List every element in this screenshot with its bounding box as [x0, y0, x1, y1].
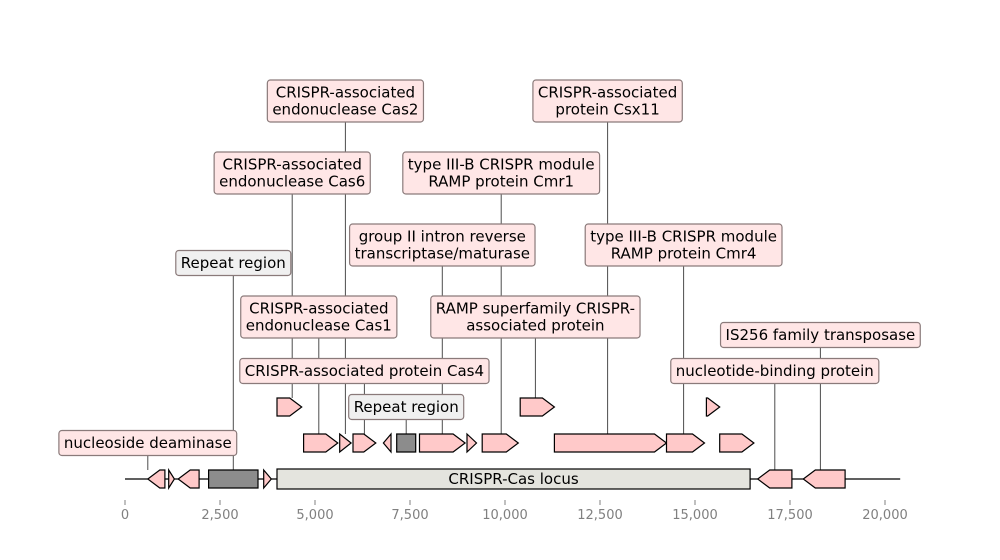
- label-text-line: RAMP protein Cmr4: [611, 245, 757, 263]
- label-box: [175, 249, 292, 277]
- gene-feature: [276, 397, 303, 417]
- label-box: [348, 223, 536, 267]
- axis-tick-label: 0: [121, 508, 129, 523]
- axis-tick-label: 20,000: [862, 508, 908, 523]
- gene-feature: [303, 433, 339, 453]
- gene-feature: [263, 468, 273, 490]
- label-text-line: RAMP superfamily CRISPR-: [436, 300, 635, 318]
- label-box: [430, 295, 641, 339]
- label-text-line: Repeat region: [181, 254, 286, 272]
- label-box: [670, 357, 880, 385]
- label-box: [240, 295, 398, 339]
- gene-feature: [553, 433, 668, 453]
- gene-feature: [705, 397, 721, 417]
- gene-feature: [756, 469, 793, 489]
- locus-box: [276, 468, 751, 490]
- feature-labels: nucleoside deaminase Repeat region CRISPR-…: [58, 79, 921, 457]
- crispr-cas-locus: CRISPR-Cas locus: [276, 468, 751, 490]
- label-text-line: IS256 family transposase: [726, 326, 916, 344]
- label-text-line: group II intron reverse: [359, 228, 526, 246]
- gene-feature: [352, 433, 377, 453]
- label-box: [532, 79, 683, 123]
- label-text-line: transcriptase/maturase: [355, 245, 530, 263]
- label-text-line: type III-B CRISPR module: [408, 156, 595, 174]
- repeat-region-feature: [396, 433, 417, 453]
- gene-feature: [146, 469, 166, 489]
- label-text-line: endonuclease Cas2: [272, 101, 418, 119]
- label-text-line: CRISPR-associated: [223, 156, 362, 174]
- label-box: [402, 151, 601, 195]
- gene-feature: [177, 469, 200, 489]
- label-text-line: CRISPR-associated protein Cas4: [245, 362, 484, 380]
- axis-tick-label: 15,000: [672, 508, 718, 523]
- gene-label: nucleoside deaminase: [58, 429, 238, 457]
- gene-feature: [665, 433, 706, 453]
- label-text-line: type III-B CRISPR module: [590, 228, 777, 246]
- label-text-line: CRISPR-associated: [276, 84, 415, 102]
- gene-feature: [339, 432, 353, 454]
- label-box: [348, 393, 465, 421]
- axis-tick-label: 12,500: [577, 508, 623, 523]
- label-box: [213, 151, 371, 195]
- label-text-line: endonuclease Cas1: [246, 317, 392, 335]
- label-box: [266, 79, 425, 123]
- gene-feature: [719, 433, 755, 453]
- gene-label: RAMP superfamily CRISPR-associated prote…: [430, 295, 641, 339]
- repeat-label: Repeat region: [348, 393, 465, 421]
- label-text-line: protein Csx11: [555, 101, 659, 119]
- label-text-line: nucleoside deaminase: [64, 434, 232, 452]
- gene-label: nucleotide-binding protein: [670, 357, 880, 385]
- gene-feature: [168, 467, 176, 491]
- label-text-line: RAMP protein Cmr1: [428, 173, 574, 191]
- axis-tick-label: 7,500: [391, 508, 428, 523]
- axis-tick-label: 5,000: [296, 508, 333, 523]
- gene-feature: [481, 433, 520, 453]
- gene-feature: [519, 397, 556, 417]
- feature-track: [146, 397, 846, 491]
- gene-label: IS256 family transposase: [719, 321, 921, 349]
- label-box: [584, 223, 783, 267]
- label-box: [719, 321, 921, 349]
- position-axis: 0 2,500 5,000 7,500 10,000 12,500 15,000 17,500…: [121, 500, 908, 523]
- gene-feature: [802, 469, 846, 489]
- gene-label: CRISPR-associated protein Cas4: [239, 357, 490, 385]
- label-text-line: Repeat region: [354, 398, 459, 416]
- label-box: [239, 357, 490, 385]
- axis-tick-label: 10,000: [482, 508, 528, 523]
- gene-label: group II intron reversetranscriptase/mat…: [348, 223, 536, 267]
- gene-feature: [466, 432, 478, 454]
- label-text-line: endonuclease Cas6: [219, 173, 365, 191]
- label-text-line: CRISPR-associated: [249, 300, 388, 318]
- label-box: [58, 429, 238, 457]
- repeat-label: Repeat region: [175, 249, 292, 277]
- gene-feature: [418, 433, 467, 453]
- label-text-line: nucleotide-binding protein: [676, 362, 874, 380]
- locus-label: CRISPR-Cas locus: [448, 470, 578, 488]
- axis-tick-label: 2,500: [201, 508, 238, 523]
- gene-feature: [382, 432, 392, 454]
- label-text-line: CRISPR-associated: [538, 84, 677, 102]
- axis-tick-label: 17,500: [767, 508, 813, 523]
- label-text-line: associated protein: [466, 317, 604, 335]
- repeat-region-feature: [208, 469, 259, 489]
